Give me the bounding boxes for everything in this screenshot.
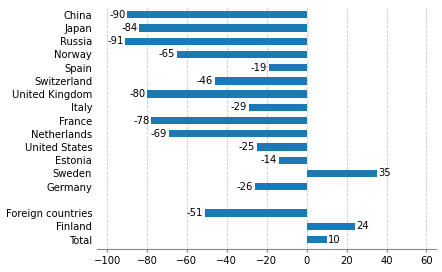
Text: -69: -69 <box>151 129 168 139</box>
Bar <box>127 11 307 18</box>
Bar <box>249 104 307 111</box>
Bar <box>215 77 307 85</box>
Bar <box>147 91 307 98</box>
Bar <box>139 24 307 32</box>
Bar <box>169 130 307 137</box>
Bar <box>269 64 307 71</box>
Text: -19: -19 <box>251 63 267 73</box>
Text: 24: 24 <box>356 221 369 231</box>
Bar <box>257 143 307 151</box>
Text: 10: 10 <box>328 234 341 245</box>
Text: -90: -90 <box>109 10 126 20</box>
Bar <box>307 236 327 243</box>
Bar <box>307 170 377 177</box>
Bar <box>177 51 307 58</box>
Bar <box>255 183 307 190</box>
Bar <box>125 38 307 45</box>
Text: -78: -78 <box>133 116 149 126</box>
Text: -26: -26 <box>237 182 253 192</box>
Bar <box>151 117 307 124</box>
Text: -80: -80 <box>129 89 145 99</box>
Text: -25: -25 <box>239 142 255 152</box>
Text: -29: -29 <box>231 102 247 112</box>
Bar <box>279 157 307 164</box>
Bar <box>307 223 354 230</box>
Text: -84: -84 <box>121 23 137 33</box>
Text: -51: -51 <box>187 208 203 218</box>
Text: -14: -14 <box>261 155 277 165</box>
Text: -46: -46 <box>197 76 213 86</box>
Text: 35: 35 <box>378 168 391 178</box>
Text: -91: -91 <box>107 36 123 46</box>
Text: -65: -65 <box>159 50 175 60</box>
Bar <box>205 209 307 217</box>
